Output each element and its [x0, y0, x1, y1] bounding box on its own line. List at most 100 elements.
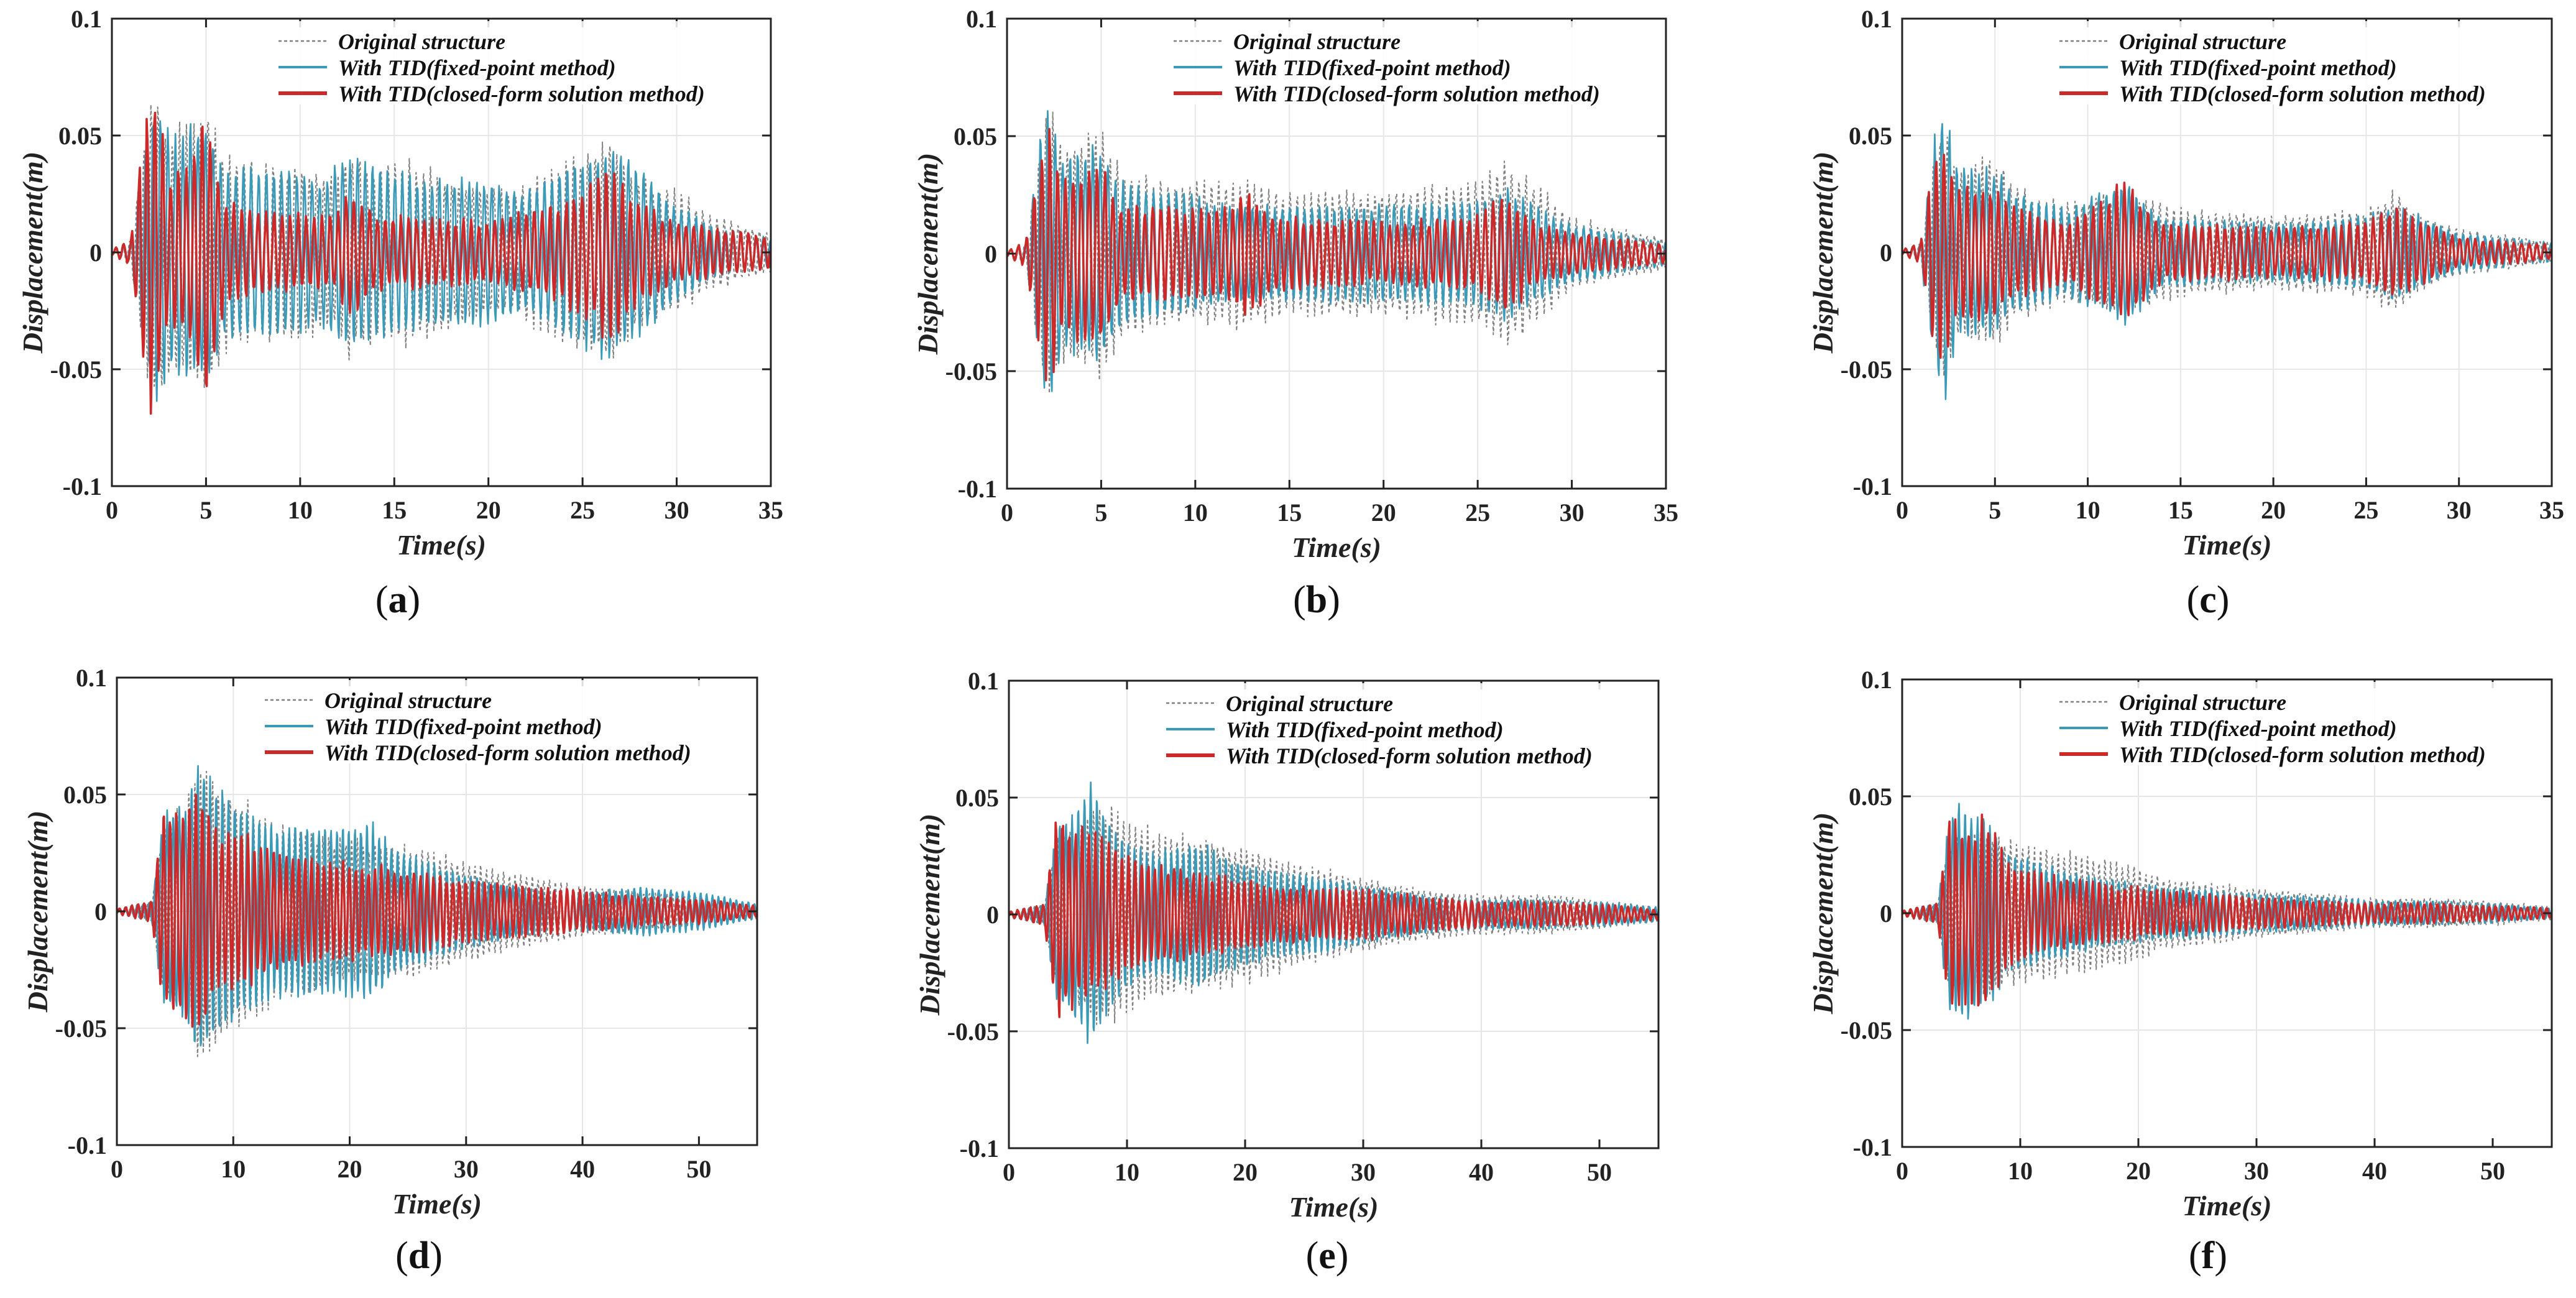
y-axis-label: Displacement(m)	[1807, 152, 1839, 354]
x-tick-label: 30	[2447, 496, 2472, 524]
legend-label-fixed: With TID(fixed-point method)	[338, 55, 616, 80]
y-tick-label: -0.05	[945, 357, 997, 385]
x-tick-label: 10	[221, 1155, 246, 1183]
legend-box	[1157, 683, 1655, 766]
y-tick-label: -0.05	[1841, 1016, 1892, 1044]
x-tick-label: 15	[382, 496, 407, 524]
x-tick-label: 40	[2362, 1157, 2387, 1185]
y-axis-label: Displacement(m)	[1807, 812, 1839, 1015]
y-tick-label: 0.1	[76, 664, 107, 692]
series-line-closed	[111, 111, 771, 415]
x-tick-label: 40	[1469, 1158, 1494, 1186]
y-tick-label: 0	[90, 239, 102, 267]
x-tick-label: 10	[288, 496, 313, 524]
legend-label-fixed: With TID(fixed-point method)	[2119, 55, 2397, 80]
legend-label-fixed: With TID(fixed-point method)	[1226, 717, 1504, 742]
panel-caption: (e)	[1306, 1235, 1349, 1277]
chart-panel-c: 0 5 10 15 20 25 30 35 0.1 0.05 0 -0.05 -0.1 Time(s) Di…	[1807, 5, 2564, 621]
y-tick-label: -0.05	[1841, 356, 1892, 384]
y-tick-label: 0.05	[954, 122, 997, 150]
legend-label-closed: With TID(closed-form solution method)	[1226, 743, 1593, 768]
y-tick-label: -0.1	[960, 1135, 999, 1162]
legend-box	[256, 680, 753, 763]
series-line-closed	[1901, 813, 2553, 1007]
series-line-original	[111, 104, 771, 389]
y-tick-label: 0	[94, 898, 107, 926]
chart-panel-b: 0 5 10 15 20 25 30 35 0.1 0.05 0 -0.05 -0.1 Time(s) Di…	[912, 5, 1678, 621]
legend-label-closed: With TID(closed-form solution method)	[2119, 81, 2486, 106]
panel-caption: (b)	[1293, 579, 1340, 621]
x-tick-label: 0	[111, 1155, 123, 1183]
x-tick-label: 5	[1989, 496, 2001, 524]
y-tick-label: 0.05	[955, 784, 999, 812]
chart-panel-a: 0 5 10 15 20 25 30 35 0.1 0.05 0 -0.05 -0.1 Time(s) Di…	[17, 5, 783, 621]
x-tick-label: 30	[454, 1155, 479, 1183]
x-tick-label: 25	[2353, 496, 2378, 524]
x-tick-label: 30	[665, 496, 689, 524]
series-line-closed	[1006, 127, 1667, 382]
series-line-closed	[1008, 821, 1660, 1018]
x-tick-label: 10	[2008, 1157, 2033, 1185]
legend-label-fixed: With TID(fixed-point method)	[1233, 55, 1511, 80]
y-tick-label: -0.1	[63, 472, 102, 500]
legend-label-original: Original structure	[1226, 691, 1393, 716]
x-tick-label: 5	[1095, 499, 1107, 527]
chart-panel-f: 0 10 20 30 40 50 0.1 0.05 0 -0.05 -0.1 Time(s) Displ…	[1807, 666, 2553, 1277]
x-tick-label: 0	[1001, 499, 1013, 527]
x-axis-label: Time(s)	[397, 529, 486, 561]
y-tick-label: 0	[1880, 900, 1892, 927]
legend-label-closed: With TID(closed-form solution method)	[338, 81, 705, 106]
legend-label-original: Original structure	[338, 29, 505, 54]
y-axis-label: Displacement(m)	[914, 814, 945, 1016]
y-tick-label: 0.1	[968, 667, 999, 695]
series-line-original	[1902, 136, 2552, 377]
y-tick-label: 0.1	[1861, 666, 1892, 694]
y-axis-label: Displacement(m)	[17, 152, 48, 354]
series-line-closed	[1901, 154, 2552, 359]
x-tick-label: 0	[1896, 496, 1908, 524]
x-tick-label: 20	[2126, 1157, 2151, 1185]
x-tick-label: 40	[570, 1155, 595, 1183]
x-tick-label: 20	[1371, 499, 1396, 527]
legend-label-fixed: With TID(fixed-point method)	[2119, 716, 2397, 741]
y-axis-label: Displacement(m)	[22, 811, 53, 1013]
legend-label-closed: With TID(closed-form solution method)	[1233, 81, 1600, 106]
x-axis-label: Time(s)	[392, 1188, 482, 1220]
y-tick-label: 0.1	[71, 5, 102, 33]
x-tick-label: 20	[1233, 1158, 1258, 1186]
x-tick-label: 15	[2168, 496, 2193, 524]
y-axis-label: Displacement(m)	[912, 153, 944, 356]
x-axis-label: Time(s)	[2183, 1190, 2272, 1222]
y-tick-label: -0.1	[1853, 1133, 1892, 1161]
x-tick-label: 25	[570, 496, 595, 524]
x-tick-label: 0	[1896, 1157, 1908, 1185]
x-tick-label: 50	[686, 1155, 711, 1183]
x-axis-label: Time(s)	[1292, 532, 1381, 563]
x-tick-label: 30	[1351, 1158, 1376, 1186]
panel-caption: (c)	[2187, 579, 2230, 621]
x-tick-label: 30	[2244, 1157, 2269, 1185]
x-tick-label: 35	[758, 496, 783, 524]
legend-box	[1165, 21, 1662, 104]
series-line-closed	[116, 793, 758, 1028]
y-tick-label: -0.05	[947, 1018, 999, 1046]
legend-box	[2051, 682, 2548, 765]
y-tick-label: -0.05	[50, 356, 102, 384]
x-axis-label: Time(s)	[2183, 529, 2272, 561]
y-tick-label: 0	[1880, 239, 1892, 267]
x-tick-label: 50	[2480, 1157, 2505, 1185]
y-tick-label: 0.05	[58, 122, 102, 150]
y-tick-label: 0.05	[1849, 122, 1892, 150]
series-line-original	[1006, 111, 1666, 394]
y-tick-label: 0.1	[966, 5, 997, 33]
legend-box	[270, 21, 767, 104]
y-tick-label: -0.1	[1853, 472, 1892, 500]
x-tick-label: 30	[1560, 499, 1585, 527]
legend-label-original: Original structure	[1233, 29, 1401, 54]
legend-label-original: Original structure	[324, 688, 492, 713]
